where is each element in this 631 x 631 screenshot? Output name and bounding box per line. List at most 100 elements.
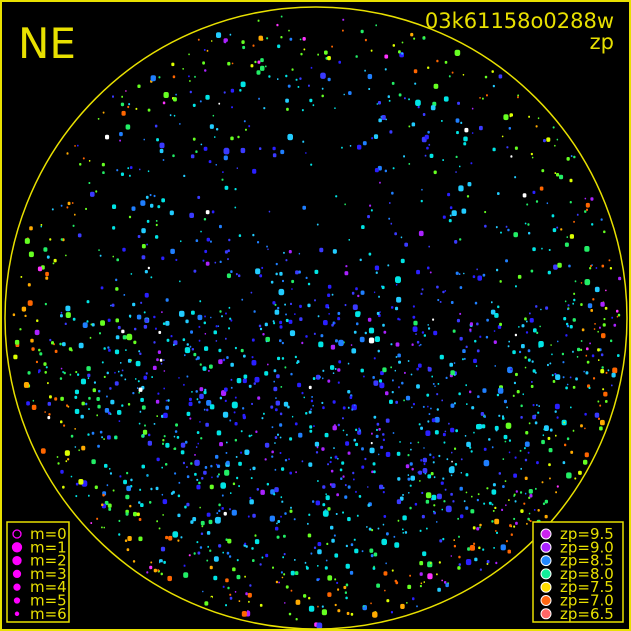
star-point [586,208,588,211]
star-point [442,290,445,294]
star-point [281,357,285,360]
star-point [156,457,160,462]
star-point [188,401,193,407]
star-point [213,556,219,562]
star-point [529,312,531,315]
star-point [451,71,454,74]
star-point [190,462,193,465]
star-point [210,240,212,243]
star-point [412,326,418,332]
star-point [245,592,248,596]
star-point [148,433,151,437]
star-point [373,291,376,294]
star-point [252,513,256,518]
star-point [382,491,385,494]
star-point [348,49,351,51]
star-point [490,309,496,315]
star-point [327,307,330,309]
star-point [473,431,475,434]
star-point [275,272,278,276]
star-point [139,168,141,171]
star-point [380,115,383,118]
star-point [199,421,201,423]
star-point [510,368,512,371]
star-point [277,44,281,49]
star-point [167,399,170,402]
color-legend-marker [540,595,552,606]
star-point [564,300,567,303]
star-point [336,581,339,584]
star-point [390,343,393,346]
star-point [266,37,269,40]
star-point [265,553,269,558]
star-point [81,401,85,406]
star-point [463,136,468,142]
star-point [88,160,91,162]
star-point [254,539,260,545]
star-point [359,429,361,432]
star-point [524,447,526,450]
star-point [184,354,186,357]
star-point [104,408,110,413]
star-point [611,316,614,319]
star-point [109,472,112,475]
star-point [515,521,518,525]
star-point [442,159,444,161]
star-point [282,279,284,283]
star-point [225,578,229,583]
star-point [227,258,229,261]
star-point [501,508,504,511]
star-point [99,254,102,257]
star-point [445,505,452,513]
star-point [381,538,387,546]
color-legend-marker [540,581,552,593]
star-point [64,450,70,456]
star-point [334,424,336,426]
star-point [115,287,119,291]
star-point [254,60,257,64]
star-point [114,436,117,439]
star-point [602,323,606,327]
star-point [327,575,333,581]
star-point [23,382,30,388]
star-point [82,322,88,328]
star-point [44,411,46,413]
star-point [103,375,106,378]
star-point [409,462,413,466]
star-point [514,176,517,179]
star-point [265,65,267,68]
star-point [352,304,358,310]
star-point [204,601,209,606]
star-point [224,185,229,190]
star-point [147,440,152,446]
star-point [497,192,500,195]
star-point [230,136,234,141]
star-point [78,493,80,495]
star-point [332,372,335,374]
star-point [477,395,480,398]
star-point [153,423,156,425]
star-point [291,68,294,71]
star-point [337,423,340,427]
star-point [376,428,378,431]
star-point [149,565,153,570]
star-point [569,178,573,183]
star-point [327,463,329,466]
star-point [143,138,145,141]
star-point [445,376,448,379]
star-point [63,371,66,375]
star-point [553,264,558,270]
star-point [436,285,439,289]
star-point [566,324,569,328]
star-point [291,279,295,284]
star-point [418,363,422,368]
star-point [399,441,401,443]
star-point [222,551,224,554]
star-point [414,82,417,85]
star-point [258,35,263,41]
star-point [274,309,280,315]
star-point [161,256,165,261]
star-point [206,408,209,412]
star-point [465,473,469,477]
star-point [491,489,497,495]
